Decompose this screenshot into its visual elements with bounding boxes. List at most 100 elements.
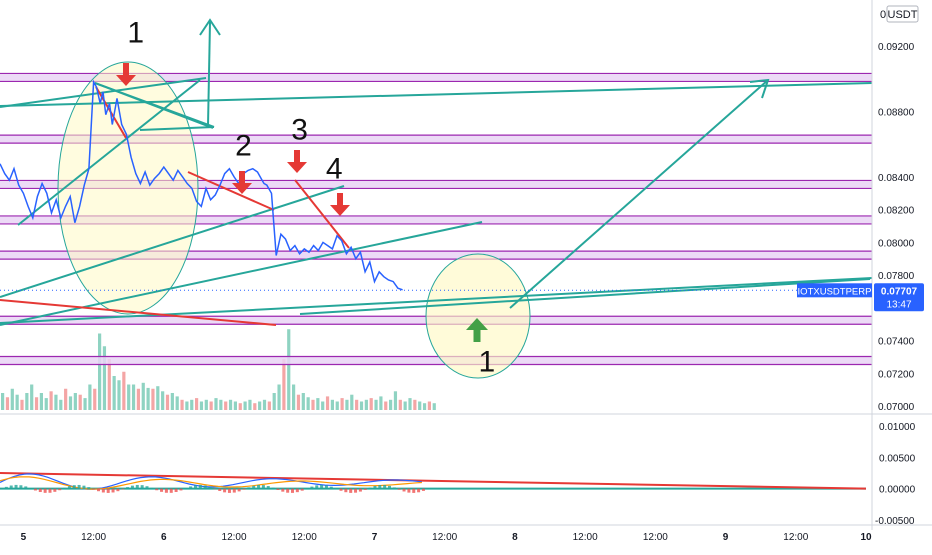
osc-histogram-bar <box>213 488 217 490</box>
volume-bar <box>398 399 402 410</box>
red-trendline <box>187 171 275 211</box>
osc-histogram-bar <box>354 488 358 493</box>
volume-bar <box>39 393 43 410</box>
down-arrow-icon <box>116 75 136 86</box>
osc-histogram-bar <box>53 488 57 492</box>
volume-bar <box>403 401 407 410</box>
volume-bar <box>64 388 68 410</box>
osc-histogram-bar <box>194 485 197 490</box>
osc-histogram-bar <box>252 485 256 490</box>
volume-bar <box>258 401 262 410</box>
red-trendline <box>0 299 277 326</box>
volume-bar <box>301 393 305 410</box>
osc-histogram-bar <box>48 488 52 493</box>
osc-histogram-bar <box>291 488 294 493</box>
osc-histogram-bar <box>58 488 62 491</box>
osc-tick-label: 0.00500 <box>879 453 916 464</box>
volume-bar <box>49 391 53 410</box>
volume-bar <box>238 403 242 410</box>
countdown-label: 13:47 <box>886 299 911 310</box>
down-arrow-icon <box>294 150 300 162</box>
volume-bar <box>161 391 165 410</box>
time-tick-label: 12:00 <box>573 532 598 543</box>
osc-histogram-bar <box>334 488 338 490</box>
time-tick-label: 12:00 <box>783 532 808 543</box>
osc-histogram-bar <box>184 488 188 490</box>
price-tick-label: 0.08400 <box>878 173 915 184</box>
annotation-label: 1 <box>478 346 495 379</box>
up-arrow-icon <box>473 330 481 342</box>
arrowhead <box>749 78 770 99</box>
annotation-label: 1 <box>127 17 144 50</box>
volume-bar <box>185 401 189 410</box>
down-arrow-icon <box>232 183 252 194</box>
osc-histogram-bar <box>38 488 42 493</box>
osc-trendline <box>0 472 867 490</box>
annotation-label: 2 <box>235 130 252 163</box>
volume-bar <box>422 403 427 410</box>
osc-histogram-bar <box>223 488 227 493</box>
level-band <box>0 356 872 365</box>
osc-histogram-bar <box>135 484 139 490</box>
volume-bar <box>20 399 24 410</box>
osc-histogram-bar <box>402 488 406 492</box>
osc-histogram-bar <box>271 487 275 490</box>
volume-bar <box>379 396 383 410</box>
level-band <box>0 215 872 224</box>
osc-histogram-bar <box>310 486 314 490</box>
time-tick-label: 8 <box>512 532 518 543</box>
volume-bar <box>340 398 344 410</box>
osc-tick-label: -0.00500 <box>875 516 915 527</box>
price-tick-label: 0.07200 <box>878 369 915 380</box>
volume-bar <box>287 329 291 410</box>
volume-bar <box>141 382 145 410</box>
volume-bar <box>219 399 223 410</box>
volume-bar <box>389 399 393 410</box>
volume-bar <box>68 396 73 410</box>
volume-bar <box>374 399 378 410</box>
osc-histogram-bar <box>378 485 382 490</box>
osc-histogram-bar <box>111 488 115 493</box>
price-tick-label: 0.08200 <box>878 206 915 217</box>
osc-histogram-bar <box>203 485 207 490</box>
volume-bar <box>88 384 92 410</box>
volume-bar <box>355 399 359 410</box>
down-arrow-icon <box>123 63 129 75</box>
osc-histogram-bar <box>160 488 164 492</box>
osc-histogram-bar <box>101 488 105 493</box>
volume-bar <box>54 394 58 410</box>
osc-histogram-bar <box>198 484 202 490</box>
last-price-label: 0.07707 <box>881 286 918 297</box>
volume-bar <box>316 398 320 410</box>
volume-bar <box>330 399 334 410</box>
osc-histogram-bar <box>242 488 246 490</box>
osc-histogram-bar <box>189 486 193 490</box>
volume-bar <box>432 403 436 410</box>
osc-histogram-bar <box>421 488 425 491</box>
osc-histogram-bar <box>121 488 125 490</box>
trendline <box>509 79 769 309</box>
trendline <box>139 126 215 131</box>
volume-bar <box>209 401 213 410</box>
volume-bar <box>15 394 19 410</box>
down-arrow-icon <box>330 205 350 216</box>
osc-histogram-bar <box>67 486 71 490</box>
osc-histogram-bar <box>179 488 183 491</box>
osc-histogram-bar <box>397 488 401 490</box>
volume-bar <box>282 359 286 410</box>
volume-bar <box>335 401 339 410</box>
volume-bar <box>122 371 126 410</box>
osc-histogram-bar <box>227 488 231 493</box>
volume-bar <box>296 394 301 410</box>
time-tick-label: 10 <box>860 532 872 543</box>
osc-histogram-bar <box>87 487 91 490</box>
volume-bars <box>1 329 436 410</box>
osc-histogram-bar <box>140 485 144 490</box>
currency-label: USDT <box>888 9 918 21</box>
volume-bar <box>272 393 276 410</box>
volume-bar <box>112 376 116 410</box>
osc-histogram-bar <box>237 488 241 492</box>
volume-bar <box>359 401 364 410</box>
osc-histogram-bar <box>261 485 265 490</box>
